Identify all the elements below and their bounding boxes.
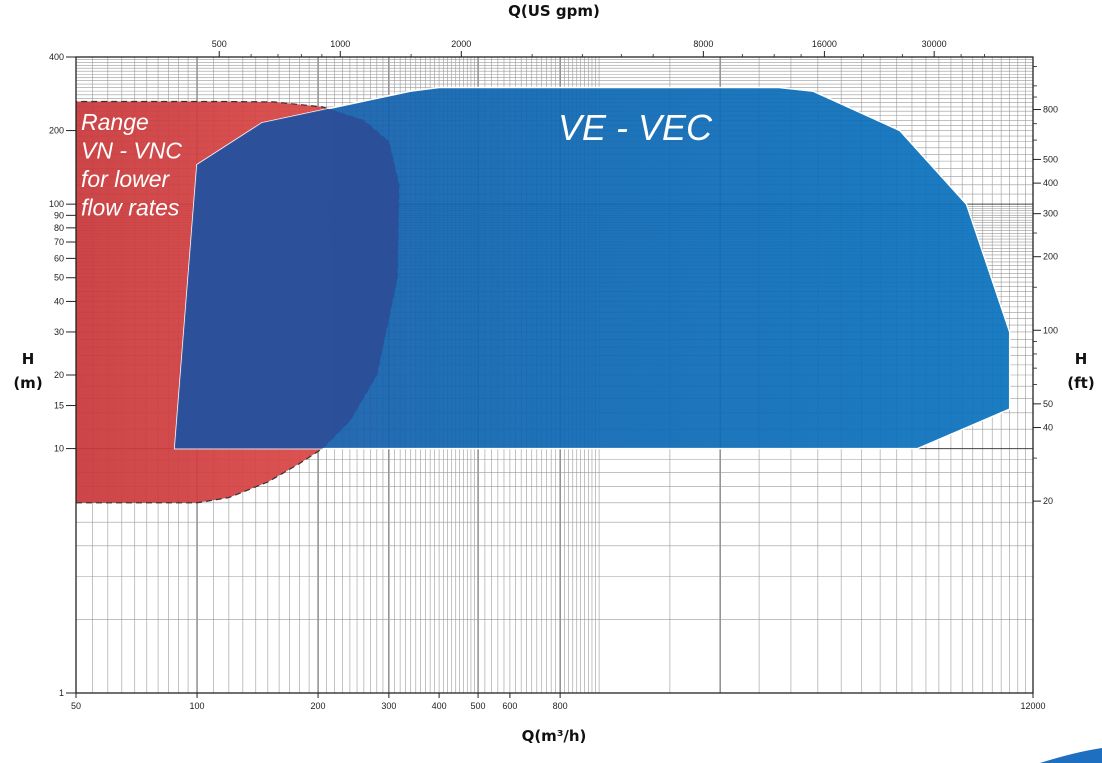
x-tick-label: 100 <box>190 701 205 711</box>
x-tick-label: 200 <box>311 701 326 711</box>
y-tick-label: 1 <box>59 688 64 698</box>
y2-tick-label: 200 <box>1043 252 1058 262</box>
x-tick-label: 12000 <box>1020 701 1045 711</box>
region-label-ve-vec: VE - VEC <box>558 107 713 148</box>
y2-tick-label: 20 <box>1043 496 1053 506</box>
y2-tick-label: 100 <box>1043 325 1058 335</box>
y2-tick-label: 50 <box>1043 399 1053 409</box>
y-tick-label: 70 <box>54 237 64 247</box>
y-axis-title-line1: H <box>22 350 35 368</box>
x-axis-ticks: 50 100 200 300 400 500 600 800 12000 <box>71 693 1046 711</box>
x-tick-label: 500 <box>471 701 486 711</box>
y-tick-label: 100 <box>49 199 64 209</box>
x-tick-label: 800 <box>553 701 568 711</box>
y-tick-label: 200 <box>49 126 64 136</box>
region-label-vn-vnc: Range <box>81 109 149 135</box>
y-tick-label: 400 <box>49 52 64 62</box>
y-tick-label: 30 <box>54 327 64 337</box>
y-tick-label: 15 <box>54 401 64 411</box>
x2-tick-label: 8000 <box>693 39 713 49</box>
y2-tick-label: 40 <box>1043 423 1053 433</box>
x-tick-label: 50 <box>71 701 81 711</box>
x-tick-label: 300 <box>381 701 396 711</box>
x-tick-label: 400 <box>432 701 447 711</box>
y-tick-label: 60 <box>54 253 64 263</box>
y2-tick-label: 300 <box>1043 209 1058 219</box>
y-tick-label: 90 <box>54 210 64 220</box>
y2-axis-title-line2: (ft) <box>1067 374 1094 392</box>
y2-tick-label: 400 <box>1043 178 1058 188</box>
y-tick-label: 10 <box>54 444 64 454</box>
x-tick-label: 600 <box>502 701 517 711</box>
region-label-vn-vnc: VN - VNC <box>81 138 182 164</box>
x2-tick-label: 500 <box>212 39 227 49</box>
y2-tick-label: 800 <box>1043 105 1058 115</box>
x2-axis-title: Q(US gpm) <box>508 2 600 20</box>
y-axis-title-line2: (m) <box>13 374 42 392</box>
corner-swoosh <box>1040 748 1102 763</box>
x2-tick-label: 16000 <box>812 39 837 49</box>
y2-axis-ticks: 20 40 50 100 200 300 400 500 800 <box>1033 66 1058 506</box>
y-tick-label: 80 <box>54 223 64 233</box>
x2-tick-label: 30000 <box>922 39 947 49</box>
y2-axis-title-line1: H <box>1075 350 1088 368</box>
x2-axis-ticks: 500 1000 2000 8000 16000 30000 <box>212 39 985 57</box>
y2-tick-label: 500 <box>1043 154 1058 164</box>
region-label-vn-vnc: flow rates <box>81 195 180 221</box>
x-axis-title: Q(m³/h) <box>522 727 587 745</box>
x2-tick-label: 2000 <box>451 39 471 49</box>
x2-tick-label: 1000 <box>330 39 350 49</box>
y-tick-label: 50 <box>54 273 64 283</box>
region-label-vn-vnc: for lower <box>81 166 171 192</box>
y-tick-label: 20 <box>54 370 64 380</box>
y-tick-label: 40 <box>54 296 64 306</box>
